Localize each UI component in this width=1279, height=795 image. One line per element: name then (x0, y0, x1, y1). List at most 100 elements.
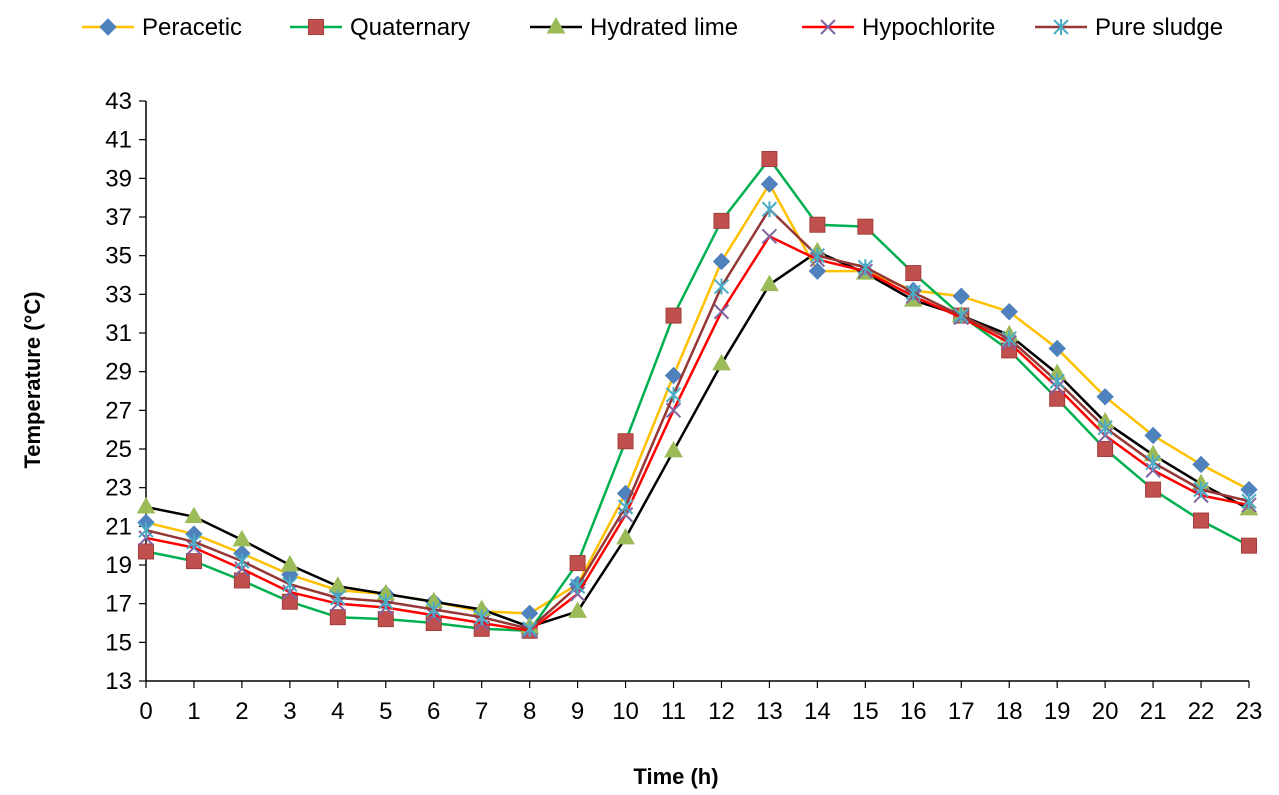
data-point (808, 262, 827, 280)
data-point (330, 589, 346, 606)
y-tick-label: 23 (105, 475, 132, 502)
data-point (138, 543, 154, 560)
series-line (145, 157, 1250, 632)
x-tick-label: 22 (1188, 698, 1215, 725)
series-quaternary (138, 151, 1257, 639)
x-tick-label: 0 (139, 698, 152, 725)
x-tick-label: 13 (756, 698, 783, 725)
data-point (281, 593, 298, 610)
data-point (1145, 481, 1162, 498)
y-tick-label: 31 (105, 320, 132, 347)
legend-item: Hydrated lime (530, 14, 738, 41)
x-tick-label: 17 (948, 698, 975, 725)
y-tick-label: 29 (105, 359, 132, 386)
data-point (809, 247, 826, 264)
x-tick-label: 7 (475, 698, 488, 725)
legend-marker (546, 16, 566, 34)
data-point (1049, 390, 1066, 407)
data-point (712, 252, 731, 271)
data-point (616, 527, 635, 545)
series-peracetic (137, 175, 1258, 623)
data-point (665, 307, 682, 324)
data-point (473, 609, 490, 626)
legend-label: Hydrated lime (590, 14, 738, 41)
x-tick-label: 23 (1236, 698, 1263, 725)
data-point (952, 287, 970, 305)
x-tick-label: 12 (708, 698, 735, 725)
x-tick-label: 2 (235, 698, 248, 725)
legend-item: Pure sludge (1035, 14, 1223, 41)
data-point (186, 533, 202, 550)
data-point (425, 615, 442, 631)
series-line (145, 235, 1250, 632)
x-tick-label: 14 (804, 698, 831, 725)
data-point (617, 499, 634, 515)
y-tick-label: 13 (105, 668, 132, 695)
data-point (1000, 303, 1018, 321)
data-point (712, 353, 731, 371)
data-point (282, 576, 298, 593)
x-tick-label: 10 (612, 698, 639, 725)
data-point (1049, 373, 1065, 390)
data-point (1192, 455, 1210, 474)
legend-marker (1053, 19, 1069, 35)
data-point (1048, 339, 1066, 358)
series-line (145, 182, 1250, 615)
legend-label: Pure sludge (1095, 14, 1223, 41)
data-point (713, 278, 730, 295)
legend-item: Quaternary (290, 14, 470, 41)
y-tick-label: 21 (105, 513, 132, 540)
legend-item: Peracetic (82, 14, 242, 41)
legend-label: Hypochlorite (862, 14, 995, 41)
x-tick-label: 20 (1092, 698, 1119, 725)
x-tick-label: 16 (900, 698, 927, 725)
legend-marker (820, 19, 836, 35)
data-point (233, 572, 250, 589)
x-tick-label: 21 (1140, 698, 1167, 725)
x-tick-label: 18 (996, 698, 1023, 725)
data-point (664, 366, 683, 385)
series-line (145, 250, 1250, 629)
data-point (760, 175, 779, 193)
x-tick-label: 3 (283, 698, 296, 725)
y-axis-ticks: 13 15 17 19 21 23 25 27 29 31 33 35 37 39 41 43 (105, 88, 146, 695)
y-tick-label: 35 (105, 243, 132, 270)
y-axis-title: Temperature (°C) (20, 291, 45, 468)
data-point (569, 555, 586, 572)
data-point (1097, 419, 1113, 436)
x-axis-ticks: 0 1 2 3 4 5 6 7 8 9 10 11 12 13 14 15 16 17 18 19 20 21 22 23 (139, 681, 1262, 725)
data-point (1096, 388, 1114, 406)
y-tick-label: 25 (105, 436, 132, 463)
y-tick-label: 33 (105, 281, 132, 308)
y-tick-label: 19 (105, 552, 132, 579)
data-point (953, 307, 969, 324)
legend-item: Hypochlorite (802, 14, 995, 41)
data-point (1193, 512, 1210, 529)
series-layer (136, 151, 1259, 639)
x-tick-label: 8 (523, 698, 536, 725)
data-point (136, 496, 156, 514)
data-point (138, 522, 154, 539)
data-point (665, 386, 682, 403)
data-point (377, 611, 394, 628)
data-point (761, 151, 778, 167)
data-point (1145, 454, 1161, 471)
x-tick-label: 19 (1044, 698, 1071, 725)
data-point (232, 529, 252, 547)
legend-marker (99, 18, 117, 36)
data-point (857, 218, 874, 235)
data-point (761, 228, 778, 245)
legend-label: Quaternary (350, 14, 470, 41)
y-tick-label: 39 (105, 165, 132, 192)
series-pure-sludge (138, 201, 1257, 637)
x-tick-label: 5 (379, 698, 392, 725)
y-tick-label: 41 (105, 127, 132, 154)
data-point (1001, 330, 1017, 347)
data-point (521, 620, 538, 637)
data-point (761, 201, 778, 218)
data-point (234, 553, 250, 570)
data-point (1144, 426, 1162, 445)
x-tick-label: 11 (661, 698, 686, 725)
data-point (184, 506, 204, 524)
